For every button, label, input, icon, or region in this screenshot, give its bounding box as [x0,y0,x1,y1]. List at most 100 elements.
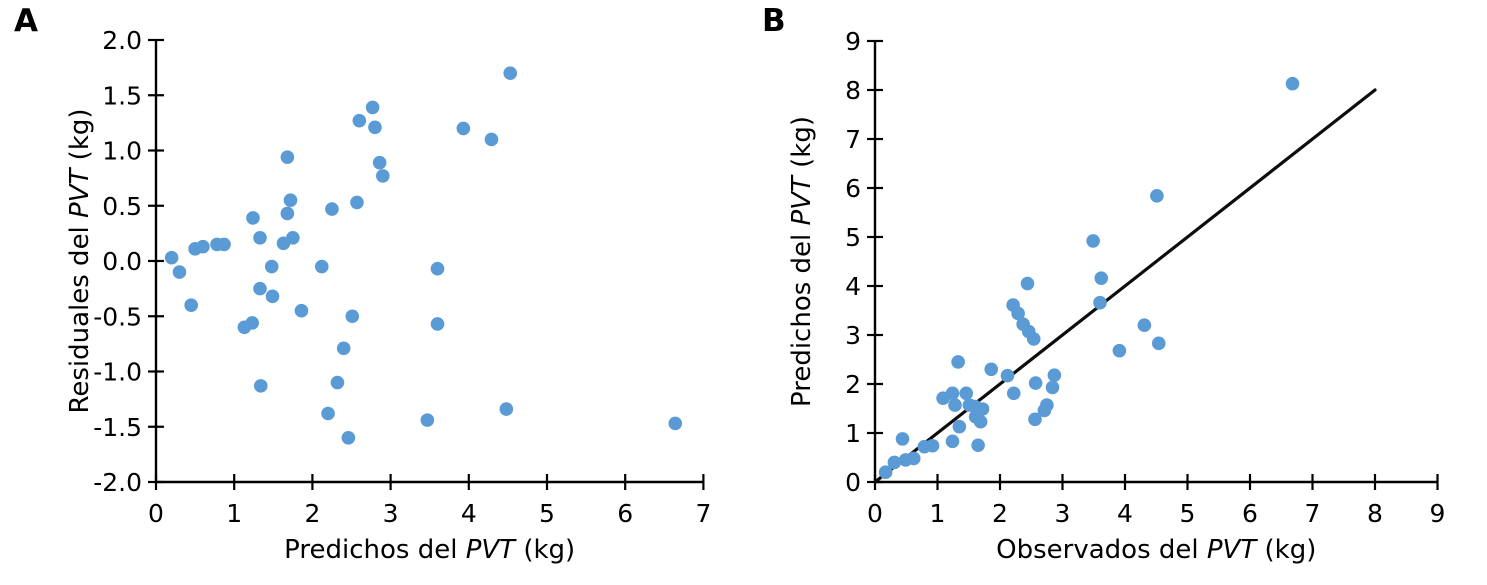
x-tick-label: 8 [1367,499,1383,528]
y-axis-title: Residuales del PVT (kg) [65,108,95,413]
data-point [253,230,267,245]
y-tick-label: 8 [845,76,861,105]
data-point [245,316,259,330]
x-tick-label: 6 [1242,499,1258,528]
x-axis-title: Predichos del PVT (kg) [284,535,575,565]
panel-b: B 0 1 2 3 4 5 6 7 8 9 0 1 2 3 4 5 6 7 8 9 Observados del PVT… [740,0,1487,585]
y-tick-label: 9 [845,27,861,56]
data-point [1045,380,1060,395]
data-point [350,195,364,210]
data-point [1047,368,1062,382]
data-point [906,451,921,466]
data-point [430,261,445,276]
x-tick-label: 2 [992,499,1008,528]
x-tick-label: 1 [930,499,946,528]
y-tick-label: 5 [845,223,861,252]
data-point [1112,343,1127,358]
data-point [952,419,967,434]
x-tick-label: 7 [1305,499,1321,528]
data-point [430,317,445,331]
axis-title-part: Predichos del [284,535,466,565]
y-tick-label: -0.5 [93,302,142,331]
y-tick-label: 1 [845,419,861,448]
x-tick-label: 7 [695,499,711,528]
data-point [1006,386,1021,401]
y-tick-label: -1.0 [93,358,142,387]
data-point [1285,76,1300,91]
x-tick-label: 0 [148,499,164,528]
data-point [336,341,351,356]
y-tick-label: 1.0 [102,137,142,166]
data-point [878,465,893,480]
data-point [280,206,295,221]
axis-title-part: (kg) [1256,535,1316,565]
axis-title-part: (kg) [787,116,817,176]
data-point [1151,336,1166,351]
data-point [1040,398,1054,412]
x-tick-label: 9 [1430,499,1446,528]
y-tick-label: 7 [845,125,861,154]
data-point [1137,318,1152,333]
axis-title-italic-part: PVT [787,174,817,225]
axis-title-part: (kg) [65,108,95,168]
data-point [484,132,499,147]
y-tick-label: 2 [845,370,861,399]
axis-title-part: Predichos del [787,225,817,407]
y-tick-label: 3 [845,321,861,350]
y-tick-label: 6 [845,174,861,203]
x-tick-label: 5 [539,499,555,528]
data-point [196,239,210,254]
data-point [265,289,280,304]
predicted-vs-observed-scatter-chart: 0 1 2 3 4 5 6 7 8 9 0 1 2 3 4 5 6 7 8 9 Observados del PVT (… [787,27,1446,565]
x-tick-label: 3 [1055,499,1071,528]
x-tick-label: 1 [226,499,242,528]
data-point [184,298,198,313]
data-point [246,211,260,225]
data-point [895,432,910,446]
data-point [253,379,268,393]
x-tick-label: 3 [383,499,399,528]
data-point [325,202,339,216]
data-point [984,362,999,377]
data-point [945,386,960,401]
data-point [253,281,267,296]
y-tick-label: -2.0 [93,468,142,497]
data-point [925,438,940,453]
y-tick-label: 2.0 [102,26,142,55]
y-tick-label: -1.5 [93,413,142,442]
data-point [345,309,360,324]
y-tick-label: 0 [845,468,861,497]
data-point [217,237,231,252]
data-point [365,100,380,115]
data-point [1020,276,1035,291]
x-tick-label: 4 [1117,499,1133,528]
y-axis-title: Predichos del PVT (kg) [787,116,817,407]
data-point [172,265,187,279]
data-point [503,66,518,80]
data-point [1028,376,1043,390]
data-point [945,434,960,449]
data-point [164,250,179,265]
axis-title-part: Observados del [996,535,1207,565]
axis-title-italic-part: PVT [466,535,517,565]
x-tick-label: 6 [617,499,633,528]
data-point [294,303,309,318]
data-point [1093,295,1107,310]
data-point [368,120,382,135]
data-point [352,113,367,128]
data-point [951,355,965,369]
x-axis-title: Observados del PVT (kg) [996,535,1316,565]
data-point [372,155,387,170]
data-point [975,402,990,416]
data-point [341,431,356,445]
data-point [1094,271,1109,285]
axis-title-part: (kg) [515,535,575,565]
data-point [887,455,902,470]
data-point [948,398,962,412]
x-tick-label: 0 [867,499,883,528]
x-tick-label: 5 [1180,499,1196,528]
data-point [1086,234,1100,248]
data-point [314,259,329,274]
data-point [1028,412,1042,427]
